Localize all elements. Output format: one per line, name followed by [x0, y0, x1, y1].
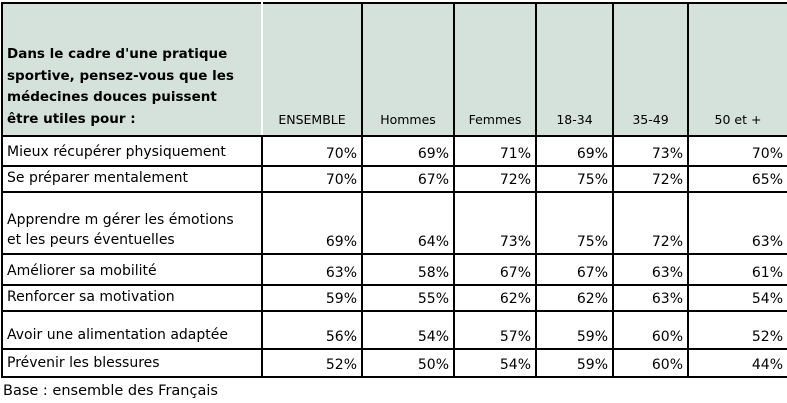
value-cell: 69%: [261, 191, 363, 255]
value-cell: 72%: [453, 165, 537, 193]
table-row: Renforcer sa motivation 59% 55% 62% 62% …: [1, 284, 787, 312]
row-label: Apprendre m gérer les émotions et les pe…: [1, 191, 263, 255]
column-header-18-34: 18-34: [535, 2, 614, 137]
value-cell: 62%: [453, 284, 537, 312]
value-cell: 67%: [453, 253, 537, 286]
value-cell: 56%: [261, 310, 363, 350]
table-row: Se préparer mentalement 70% 67% 72% 75% …: [1, 165, 787, 193]
value-cell: 59%: [535, 310, 614, 350]
value-cell: 54%: [687, 284, 787, 312]
value-cell: 65%: [687, 165, 787, 193]
row-label: Prévenir les blessures: [1, 348, 263, 378]
value-cell: 63%: [612, 284, 689, 312]
value-cell: 52%: [687, 310, 787, 350]
survey-question: Dans le cadre d'une pratique sportive, p…: [1, 2, 263, 137]
value-cell: 70%: [261, 165, 363, 193]
value-cell: 55%: [361, 284, 455, 312]
column-header-ensemble: ENSEMBLE: [261, 2, 363, 137]
value-cell: 44%: [687, 348, 787, 378]
column-header-hommes: Hommes: [361, 2, 455, 137]
column-header-femmes: Femmes: [453, 2, 537, 137]
row-label: Mieux récupérer physiquement: [1, 135, 263, 167]
row-label: Améliorer sa mobilité: [1, 253, 263, 286]
value-cell: 67%: [535, 253, 614, 286]
value-cell: 59%: [261, 284, 363, 312]
value-cell: 57%: [453, 310, 537, 350]
value-cell: 73%: [453, 191, 537, 255]
table-row: Mieux récupérer physiquement 70% 69% 71%…: [1, 135, 787, 167]
row-label: Renforcer sa motivation: [1, 284, 263, 312]
value-cell: 61%: [687, 253, 787, 286]
value-cell: 62%: [535, 284, 614, 312]
table-row: Améliorer sa mobilité 63% 58% 67% 67% 63…: [1, 253, 787, 286]
value-cell: 70%: [687, 135, 787, 167]
base-note: Base : ensemble des Français: [3, 383, 218, 399]
value-cell: 75%: [535, 165, 614, 193]
row-label: Se préparer mentalement: [1, 165, 263, 193]
value-cell: 72%: [612, 165, 689, 193]
value-cell: 60%: [612, 310, 689, 350]
header-row: Dans le cadre d'une pratique sportive, p…: [1, 2, 787, 137]
value-cell: 69%: [535, 135, 614, 167]
value-cell: 72%: [612, 191, 689, 255]
value-cell: 73%: [612, 135, 689, 167]
value-cell: 54%: [361, 310, 455, 350]
table-row: Avoir une alimentation adaptée 56% 54% 5…: [1, 310, 787, 350]
value-cell: 50%: [361, 348, 455, 378]
row-label: Avoir une alimentation adaptée: [1, 310, 263, 350]
value-cell: 70%: [261, 135, 363, 167]
column-header-35-49: 35-49: [612, 2, 689, 137]
value-cell: 69%: [361, 135, 455, 167]
column-header-50-et-plus: 50 et +: [687, 2, 787, 137]
value-cell: 58%: [361, 253, 455, 286]
value-cell: 52%: [261, 348, 363, 378]
value-cell: 59%: [535, 348, 614, 378]
survey-table: Dans le cadre d'une pratique sportive, p…: [1, 2, 787, 378]
value-cell: 67%: [361, 165, 455, 193]
value-cell: 75%: [535, 191, 614, 255]
value-cell: 60%: [612, 348, 689, 378]
value-cell: 54%: [453, 348, 537, 378]
value-cell: 63%: [261, 253, 363, 286]
value-cell: 64%: [361, 191, 455, 255]
table-row: Prévenir les blessures 52% 50% 54% 59% 6…: [1, 348, 787, 378]
table-row: Apprendre m gérer les émotions et les pe…: [1, 191, 787, 255]
value-cell: 63%: [687, 191, 787, 255]
value-cell: 71%: [453, 135, 537, 167]
value-cell: 63%: [612, 253, 689, 286]
